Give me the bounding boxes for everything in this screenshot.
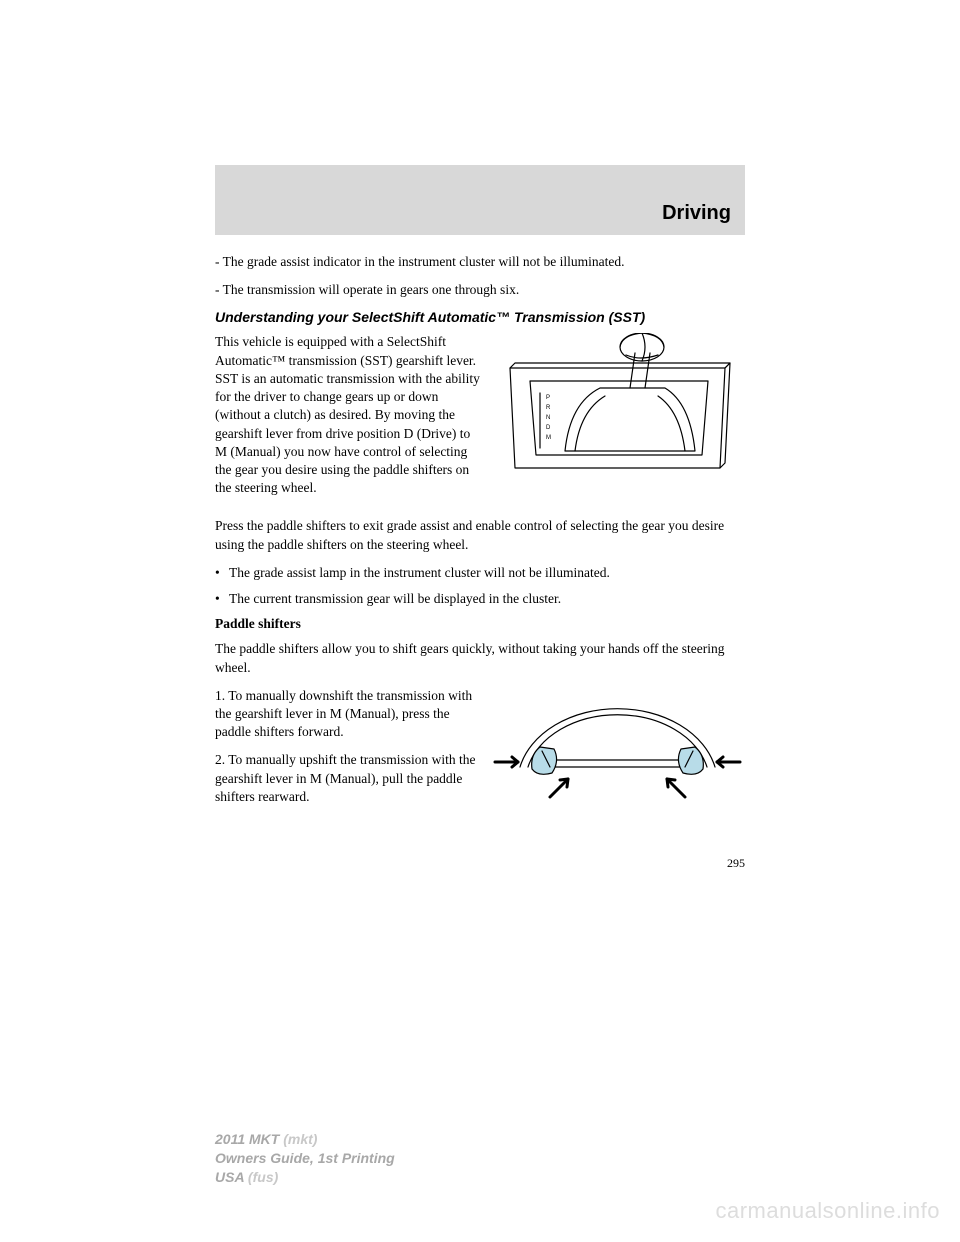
footer-line: 2011 MKT (mkt) [215, 1130, 395, 1149]
footer-line: USA (fus) [215, 1168, 395, 1187]
body-paragraph: - The grade assist indicator in the inst… [215, 253, 745, 271]
sst-block: P R N D M [215, 333, 745, 507]
bullet-item: The current transmission gear will be di… [215, 590, 745, 608]
footer-model-code: (mkt) [279, 1131, 317, 1147]
bullet-item: The grade assist lamp in the instrument … [215, 564, 745, 582]
section-header: Driving [662, 202, 731, 225]
svg-text:D: D [546, 425, 551, 431]
footer: 2011 MKT (mkt) Owners Guide, 1st Printin… [215, 1130, 395, 1187]
body-paragraph: The paddle shifters allow you to shift g… [215, 640, 745, 676]
subsection-title: Understanding your SelectShift Automatic… [215, 309, 745, 325]
footer-model: 2011 MKT [215, 1131, 279, 1147]
body-paragraph: - The transmission will operate in gears… [215, 281, 745, 299]
footer-region-code: (fus) [244, 1169, 278, 1185]
svg-text:P: P [546, 395, 550, 401]
subsection-title: Paddle shifters [215, 616, 745, 632]
page-content: Driving - The grade assist indicator in … [215, 165, 745, 826]
footer-region: USA [215, 1169, 244, 1185]
svg-text:R: R [546, 405, 551, 411]
paddle-block: 1. To manually downshift the transmissio… [215, 687, 745, 816]
gearshift-icon: P R N D M [490, 333, 745, 498]
paddle-shifter-icon [490, 687, 745, 807]
paddle-figure [490, 687, 745, 812]
header-bar: Driving [215, 165, 745, 235]
body-paragraph: Press the paddle shifters to exit grade … [215, 517, 745, 553]
gearshift-figure: P R N D M [490, 333, 745, 503]
svg-text:N: N [546, 415, 550, 421]
page-number: 295 [727, 856, 745, 871]
watermark: carmanualsonline.info [715, 1198, 940, 1224]
svg-text:M: M [546, 435, 551, 441]
footer-line: Owners Guide, 1st Printing [215, 1149, 395, 1168]
